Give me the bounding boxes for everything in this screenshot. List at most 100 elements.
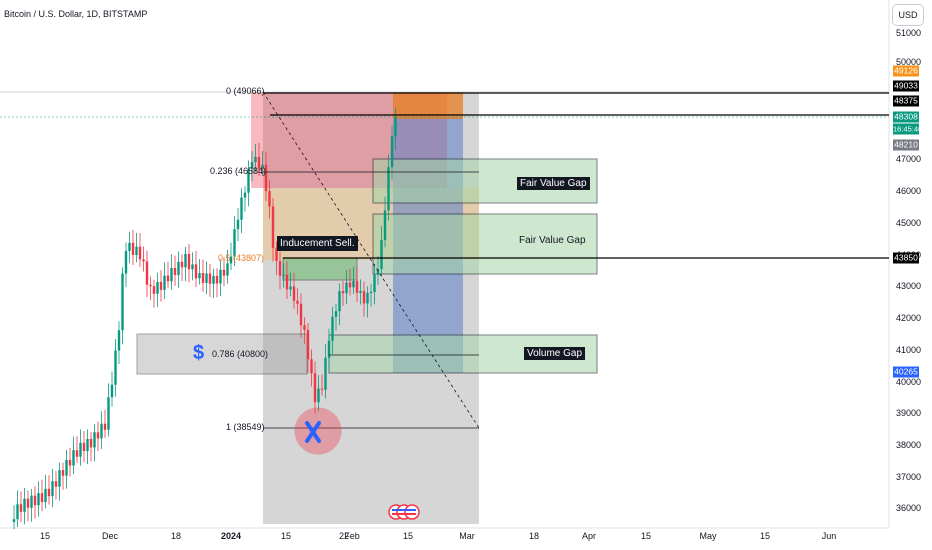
y-axis-tick: 37000	[896, 472, 922, 482]
candle-body	[243, 192, 247, 198]
volume-gap-label: Volume Gap	[524, 347, 586, 360]
x-axis-tick: Apr	[581, 531, 597, 541]
candle-body	[100, 423, 103, 439]
candle-body	[54, 481, 58, 487]
candle-body	[65, 459, 68, 476]
candle-body	[208, 273, 212, 284]
candle-body	[229, 256, 233, 264]
y-axis-tick: 36000	[896, 503, 922, 513]
candle-body	[79, 442, 82, 457]
candle-body	[16, 504, 19, 520]
candle-body	[317, 388, 320, 403]
candle-body	[282, 274, 285, 276]
candle-body	[240, 197, 243, 220]
fib-label-1: 1 (38549)	[226, 422, 265, 432]
y-axis-tick: 43000	[896, 281, 922, 291]
candle-body	[254, 156, 257, 163]
candle-body	[86, 438, 89, 451]
candle-body	[177, 261, 180, 276]
candle-body	[170, 267, 173, 282]
candle-body	[331, 316, 334, 341]
candle-body	[152, 286, 156, 294]
candle-body	[51, 481, 54, 497]
candle-body	[201, 273, 205, 283]
candle-body	[58, 470, 61, 487]
candle-body	[110, 384, 114, 398]
candle-body	[341, 291, 345, 294]
candle-body	[289, 286, 292, 290]
candle-body	[345, 282, 348, 294]
candle-body	[124, 251, 128, 274]
candle-body	[89, 438, 93, 448]
x-axis-tick: Feb	[344, 531, 360, 541]
candle-body	[369, 292, 373, 294]
fib-label-0: 0 (49066)	[226, 86, 265, 96]
price-tag: 43850	[893, 252, 919, 264]
x-axis-tick: 15	[39, 531, 51, 541]
x-axis-tick: 2024	[220, 531, 242, 541]
candle-body	[156, 281, 159, 294]
fib-trendline	[262, 91, 480, 429]
price-tag: 49033	[893, 80, 919, 92]
candle-body	[257, 156, 261, 169]
fvg-label-2: Fair Value Gap	[519, 235, 586, 246]
x-axis-tick: 15	[759, 531, 771, 541]
candle-body	[233, 229, 236, 257]
candle-body	[198, 273, 201, 279]
fib-label-5: 0.5 (43807)	[218, 253, 265, 263]
y-axis-tick: 40000	[896, 377, 922, 387]
candle-body	[250, 162, 254, 169]
candle-body	[278, 260, 282, 276]
candle-body	[184, 253, 187, 268]
candle-body	[93, 432, 96, 448]
candle-body	[303, 325, 306, 330]
price-tag: 40265	[893, 366, 919, 378]
candle-body	[219, 269, 222, 284]
x-axis-tick: Jun	[821, 531, 837, 541]
flags-icon[interactable]	[388, 504, 420, 520]
candle-body	[61, 470, 65, 476]
fvg-box-2[interactable]	[372, 213, 598, 275]
candle-body	[135, 246, 138, 255]
candle-body	[40, 493, 44, 503]
candle-body	[68, 459, 72, 466]
candle-body	[173, 267, 177, 276]
y-axis-tick: 38000	[896, 440, 922, 450]
candle-body	[222, 269, 226, 276]
candle-body	[334, 311, 338, 317]
candle-body	[296, 300, 299, 304]
y-axis-tick: 41000	[896, 345, 922, 355]
candle-body	[37, 493, 40, 506]
fib-label-786: 0.786 (40800)	[212, 349, 269, 359]
x-axis-tick: 18	[170, 531, 182, 541]
y-axis-tick: 47000	[896, 154, 922, 164]
candle-body	[103, 423, 107, 430]
candle-body	[159, 281, 163, 290]
inducement-label: Inducement Sell.	[277, 236, 358, 251]
candle-body	[107, 397, 110, 430]
x-axis-tick: Dec	[101, 531, 119, 541]
x-mark-icon	[305, 421, 321, 443]
candle-body	[145, 261, 149, 285]
price-tag: 48375	[893, 95, 919, 107]
target-circle	[294, 407, 342, 455]
y-axis-tick: 46000	[896, 186, 922, 196]
candle-body	[44, 488, 47, 503]
candle-body	[390, 136, 394, 168]
candle-body	[166, 275, 170, 282]
candle-body	[26, 498, 30, 508]
candle-body	[121, 273, 124, 331]
candle-body	[352, 280, 355, 288]
candle-body	[187, 253, 191, 270]
candle-body	[72, 450, 75, 466]
x-axis-tick: 18	[528, 531, 540, 541]
candle-body	[142, 259, 145, 262]
candle-body	[82, 442, 86, 451]
currency-button[interactable]: USD	[892, 4, 924, 26]
candle-body	[327, 340, 331, 358]
candle-body	[131, 242, 135, 255]
candle-body	[180, 261, 184, 268]
x-axis-tick: May	[699, 531, 717, 541]
candle-body	[348, 282, 352, 288]
